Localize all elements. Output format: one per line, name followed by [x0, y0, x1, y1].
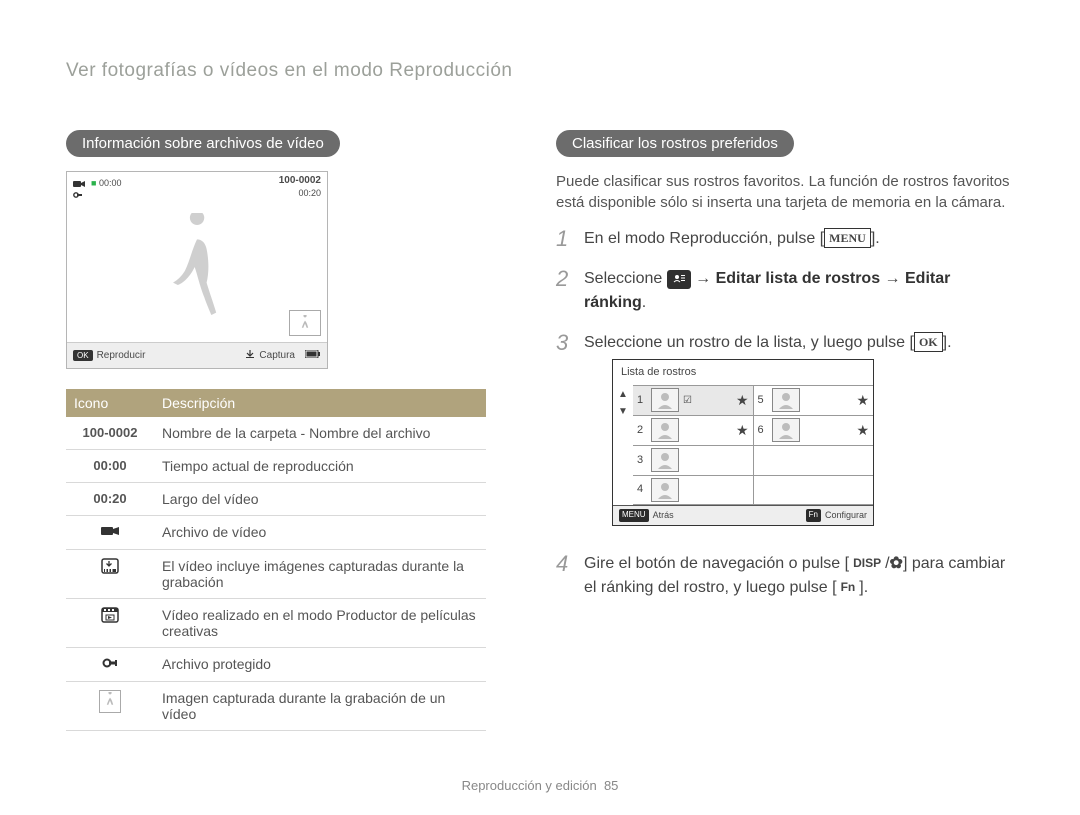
capture-icon — [66, 550, 154, 599]
facebox-nav-arrows: ▲ ▼ — [613, 385, 633, 505]
lcd-bottombar: OK Reproducir Captura — [67, 342, 327, 368]
step-number: 1 — [556, 227, 572, 251]
step-number: 3 — [556, 331, 572, 526]
icon-time-current: 00:00 — [66, 450, 154, 483]
captured-image-icon — [66, 682, 154, 731]
menu-key-tag: MENU — [619, 509, 649, 523]
ok-button-label: OK — [914, 332, 943, 352]
lock-icon — [73, 190, 83, 203]
table-row: El vídeo incluye imágenes capturadas dur… — [66, 550, 486, 599]
protected-lock-icon — [66, 648, 154, 682]
creative-movie-icon — [66, 599, 154, 648]
video-camera-icon — [73, 176, 85, 190]
table-row: Archivo protegido — [66, 648, 486, 682]
icon-filenumber: 100-0002 — [66, 417, 154, 450]
lcd-topbar: ■ 00:00 100-0002 00:20 — [67, 172, 327, 200]
steps-list: 1 En el modo Reproducción, pulse [MENU].… — [556, 227, 1014, 600]
step-3: 3 Seleccione un rostro de la lista, y lu… — [556, 331, 1014, 526]
left-column: Información sobre archivos de vídeo ■ 00… — [66, 130, 486, 731]
face-thumbnail — [651, 418, 679, 442]
section-pill-right: Clasificar los rostros preferidos — [556, 130, 794, 157]
right-column: Clasificar los rostros preferidos Puede … — [556, 130, 1014, 731]
video-file-icon — [66, 516, 154, 550]
lcd-time-total: 00:20 — [298, 188, 321, 198]
step-text: Seleccione → Editar lista de rostros → E… — [584, 267, 1014, 315]
star-icon: ★ — [856, 420, 869, 441]
step-text: Seleccione un rostro de la lista, y lueg… — [584, 331, 952, 526]
face-thumbnail — [772, 418, 800, 442]
icon-description-table: Icono Descripción 100-0002 Nombre de la … — [66, 389, 486, 731]
capture-thumbnail — [289, 310, 321, 336]
table-row: 100-0002 Nombre de la carpeta - Nombre d… — [66, 417, 486, 450]
table-row: 00:00 Tiempo actual de reproducción — [66, 450, 486, 483]
fn-key-tag: Fn — [806, 509, 821, 523]
disp-button-label: DISP — [849, 554, 885, 572]
lcd-time-current: 00:00 — [99, 178, 122, 188]
desc-cell: El vídeo incluye imágenes capturadas dur… — [154, 550, 486, 599]
step-number: 2 — [556, 267, 572, 315]
page-footer: Reproducción y edición 85 — [0, 778, 1080, 793]
face-list-box: Lista de rostros ▲ ▼ 1 — [612, 359, 874, 526]
desc-cell: Vídeo realizado en el modo Productor de … — [154, 599, 486, 648]
down-arrow-icon: ▼ — [618, 404, 628, 419]
star-icon: ★ — [736, 390, 749, 411]
face-menu-icon — [667, 270, 691, 289]
section-pill-left: Información sobre archivos de vídeo — [66, 130, 340, 157]
menu-button-label: MENU — [824, 228, 871, 248]
desc-cell: Imagen capturada durante la grabación de… — [154, 682, 486, 731]
desc-cell: Archivo protegido — [154, 648, 486, 682]
table-row: Archivo de vídeo — [66, 516, 486, 550]
facebox-footer: MENU Atrás Fn Configurar — [613, 505, 873, 526]
step-text: En el modo Reproducción, pulse [MENU]. — [584, 227, 880, 251]
star-icon: ★ — [856, 390, 869, 411]
th-desc: Descripción — [154, 389, 486, 417]
step-number: 4 — [556, 552, 572, 600]
ok-tag: OK — [73, 350, 93, 361]
table-row: Imagen capturada durante la grabación de… — [66, 682, 486, 731]
desc-cell: Nombre de la carpeta - Nombre del archiv… — [154, 417, 486, 450]
table-row: 00:20 Largo del vídeo — [66, 483, 486, 516]
fn-button-label: Fn — [837, 578, 860, 596]
th-icon: Icono — [66, 389, 154, 417]
step-text: Gire el botón de navegación o pulse [DIS… — [584, 552, 1014, 600]
lcd-play-label: Reproducir — [97, 350, 146, 361]
face-thumbnail — [651, 478, 679, 502]
manual-page: Ver fotografías o vídeos en el modo Repr… — [0, 0, 1080, 815]
up-arrow-icon: ▲ — [618, 387, 628, 402]
face-thumbnail — [651, 388, 679, 412]
desc-cell: Archivo de vídeo — [154, 516, 486, 550]
step-1: 1 En el modo Reproducción, pulse [MENU]. — [556, 227, 1014, 251]
video-lcd-preview: ■ 00:00 100-0002 00:20 — [66, 171, 328, 369]
capture-arrow-icon — [245, 349, 255, 362]
rec-dot-icon: ■ — [91, 178, 96, 188]
content-columns: Información sobre archivos de vídeo ■ 00… — [66, 130, 1014, 731]
face-thumbnail — [772, 388, 800, 412]
icon-time-total: 00:20 — [66, 483, 154, 516]
intro-text: Puede clasificar sus rostros favoritos. … — [556, 171, 1014, 213]
dancer-silhouette — [67, 206, 327, 340]
lcd-file-number: 100-0002 — [279, 175, 321, 186]
page-header: Ver fotografías o vídeos en el modo Repr… — [66, 60, 1014, 82]
facebox-title: Lista de rostros — [613, 360, 873, 385]
desc-cell: Tiempo actual de reproducción — [154, 450, 486, 483]
check-icon: ☑ — [683, 393, 692, 408]
step-4: 4 Gire el botón de navegación o pulse [D… — [556, 552, 1014, 600]
step-2: 2 Seleccione → Editar lista de rostros →… — [556, 267, 1014, 315]
star-icon: ★ — [736, 420, 749, 441]
table-row: Vídeo realizado en el modo Productor de … — [66, 599, 486, 648]
macro-flower-icon: ✿ — [890, 555, 903, 572]
face-thumbnail — [651, 448, 679, 472]
lcd-capture-label: Captura — [259, 350, 295, 361]
battery-icon — [305, 350, 321, 361]
desc-cell: Largo del vídeo — [154, 483, 486, 516]
